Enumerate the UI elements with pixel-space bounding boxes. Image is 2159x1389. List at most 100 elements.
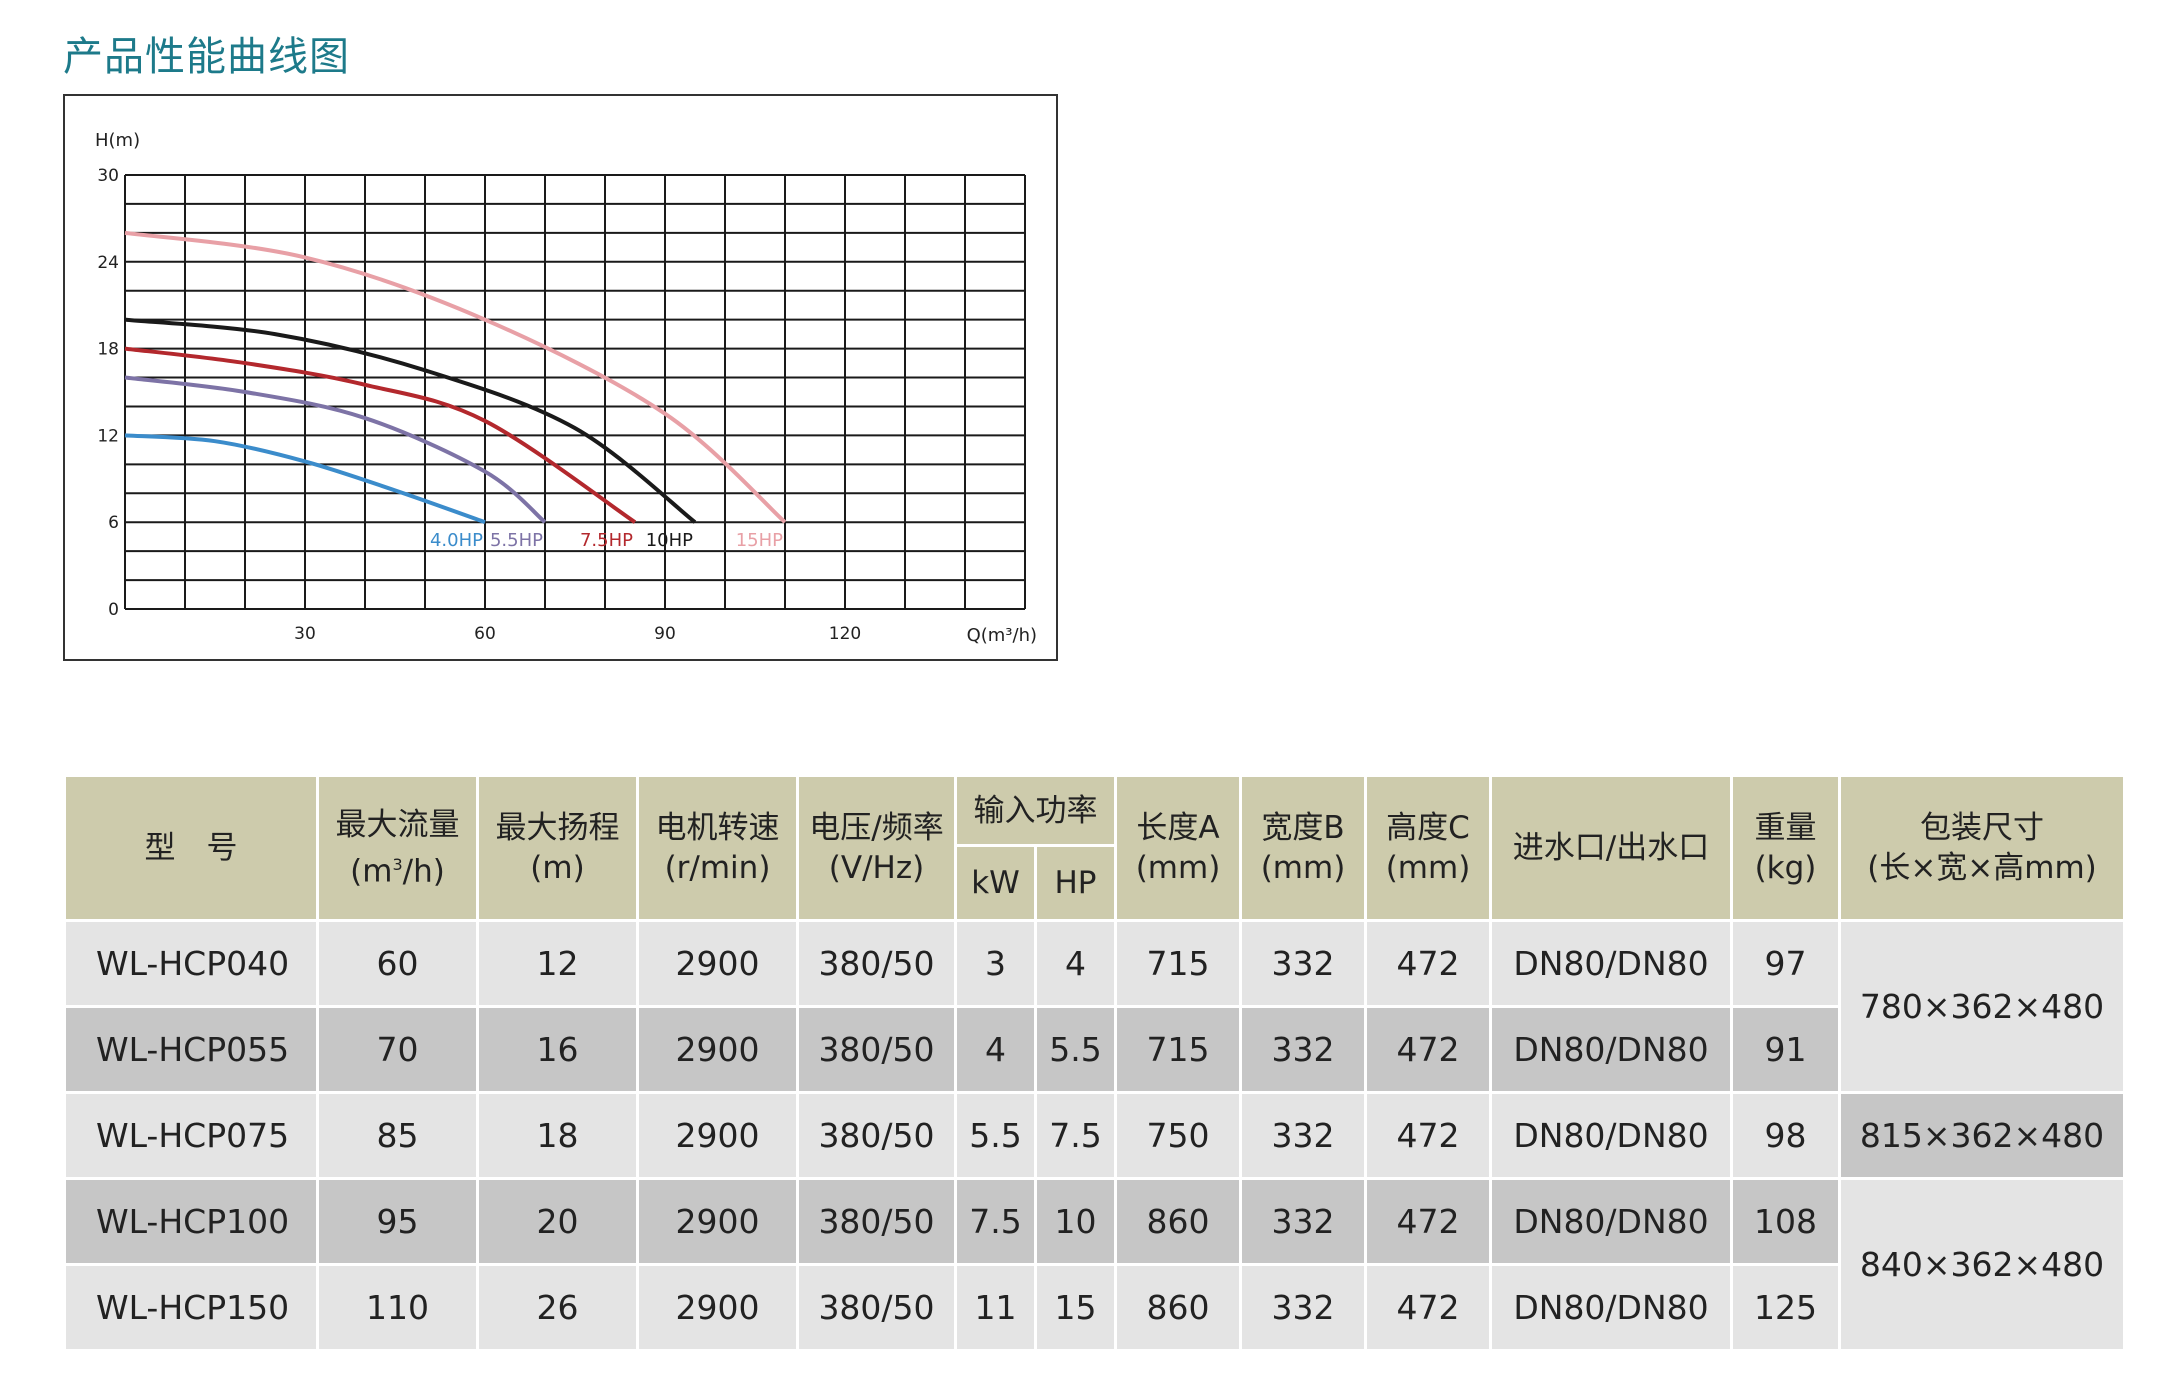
cell-speed: 2900 [639,922,796,1005]
chart-canvas: 0 6 12 18 24 30 30 60 90 120 H(m) Q(m³/h) 4.0HP 5.5HP… [95,130,1037,646]
header-package: 包装尺寸 (长×宽×高mm) [1841,777,2123,919]
header-package-label: 包装尺寸 [1920,810,2044,846]
cell-voltage: 380/50 [799,1008,954,1091]
header-subrow: kW HP [66,847,2123,919]
x-axis-label: Q(m³/h) [967,625,1037,646]
series-line [124,317,697,524]
cell-model: WL-HCP055 [66,1008,316,1091]
header-speed-label: 电机转速 [655,810,780,846]
cell-voltage: 380/50 [799,922,954,1005]
cell-port: DN80/DN80 [1492,1094,1730,1177]
cell-kw: 11 [957,1266,1034,1349]
cell-height: 472 [1367,1008,1489,1091]
header-voltage: 电压/频率 (V/Hz) [799,777,954,919]
cell-port: DN80/DN80 [1492,1266,1730,1349]
series-label: 5.5HP [490,530,543,551]
table-row: WL-HCP055 70 16 2900 380/50 4 5.5 715 33… [66,1008,2123,1091]
cell-weight: 91 [1733,1008,1838,1091]
header-weight-label: 重量 [1754,810,1817,846]
header-width: 宽度B (mm) [1242,777,1364,919]
cell-width: 332 [1242,1008,1364,1091]
cell-flow: 95 [319,1180,476,1263]
cell-hp: 10 [1037,1180,1114,1263]
header-length-label: 长度A [1136,810,1220,846]
header-height: 高度C (mm) [1367,777,1489,919]
cell-height: 472 [1367,922,1489,1005]
y-tick-label: 24 [97,253,119,273]
cell-kw: 3 [957,922,1034,1005]
cell-length: 715 [1117,922,1239,1005]
table-row: WL-HCP040 60 12 2900 380/50 3 4 715 332 … [66,922,2123,1091]
cell-width: 332 [1242,1094,1364,1177]
cell-package: 840×362×480 [1841,1180,2123,1349]
header-height-unit: (mm) [1385,850,1471,886]
series-line [124,375,547,524]
cell-weight: 108 [1733,1180,1838,1263]
series-line [124,433,486,525]
header-max-flow-label: 最大流量 [335,806,460,843]
header-max-head: 最大扬程 (m) [479,777,636,919]
cell-voltage: 380/50 [799,1180,954,1263]
x-tick-label: 120 [829,624,861,644]
cell-hp: 4 [1037,922,1114,1005]
cell-kw: 4 [957,1008,1034,1091]
cell-hp: 15 [1037,1266,1114,1349]
cell-length: 715 [1117,1008,1239,1091]
cell-port: DN80/DN80 [1492,1180,1730,1263]
cell-voltage: 380/50 [799,1094,954,1177]
header-weight-unit: (kg) [1754,850,1817,886]
header-power-kw: kW [957,847,1034,919]
cell-package: 780×362×480 [1841,922,2123,1091]
x-tick-label: 60 [474,624,496,644]
cell-speed: 2900 [639,1266,796,1349]
y-tick-label: 18 [97,340,119,360]
header-max-flow-unit: (m3/h) [350,853,445,890]
cell-head: 16 [479,1008,636,1091]
cell-flow: 110 [319,1266,476,1349]
cell-kw: 5.5 [957,1094,1034,1177]
header-length-unit: (mm) [1135,850,1221,886]
y-tick-label: 6 [108,513,119,533]
cell-width: 332 [1242,1180,1364,1263]
header-voltage-unit: (V/Hz) [828,850,925,886]
spec-table: 型 号 最大流量 (m3/h) 最大扬程 (m) 电机转速 (r/min) 电压… [63,774,2126,1352]
cell-head: 12 [479,922,636,1005]
table-row: WL-HCP150 110 26 2900 380/50 11 15 860 3… [66,1266,2123,1349]
cell-model: WL-HCP075 [66,1094,316,1177]
y-axis-label: H(m) [95,130,140,151]
performance-chart: 0 6 12 18 24 30 30 60 90 120 H(m) Q(m³/h) 4.0HP 5.5HP… [63,94,1058,661]
header-width-label: 宽度B [1261,810,1345,846]
table-row: WL-HCP075 85 18 2900 380/50 5.5 7.5 750 … [66,1094,2123,1177]
cell-port: DN80/DN80 [1492,1008,1730,1091]
cell-model: WL-HCP150 [66,1266,316,1349]
header-max-flow: 最大流量 (m3/h) [319,777,476,919]
header-package-unit: (长×宽×高mm) [1867,850,2097,886]
header-length: 长度A (mm) [1117,777,1239,919]
cell-width: 332 [1242,922,1364,1005]
series-line [124,230,787,524]
cell-height: 472 [1367,1094,1489,1177]
cell-model: WL-HCP040 [66,922,316,1005]
cell-hp: 7.5 [1037,1094,1114,1177]
cell-speed: 2900 [639,1094,796,1177]
cell-model: WL-HCP100 [66,1180,316,1263]
cell-voltage: 380/50 [799,1266,954,1349]
header-model: 型 号 [66,777,316,919]
series-label: 15HP [736,530,783,551]
series-label: 4.0HP [430,530,483,551]
y-tick-label: 12 [97,426,119,446]
header-height-label: 高度C [1386,810,1470,846]
header-port: 进水口/出水口 [1492,777,1730,919]
cell-hp: 5.5 [1037,1008,1114,1091]
cell-width: 332 [1242,1266,1364,1349]
series-label: 7.5HP [580,530,633,551]
page-title: 产品性能曲线图 [63,34,350,80]
header-max-head-unit: (m) [530,850,585,886]
cell-package: 815×362×480 [1841,1094,2123,1177]
cell-weight: 98 [1733,1094,1838,1177]
cell-head: 18 [479,1094,636,1177]
header-weight: 重量 (kg) [1733,777,1838,919]
table-row: WL-HCP100 95 20 2900 380/50 7.5 10 860 3… [66,1180,2123,1349]
header-speed-unit: (r/min) [664,850,771,886]
cell-flow: 60 [319,922,476,1005]
